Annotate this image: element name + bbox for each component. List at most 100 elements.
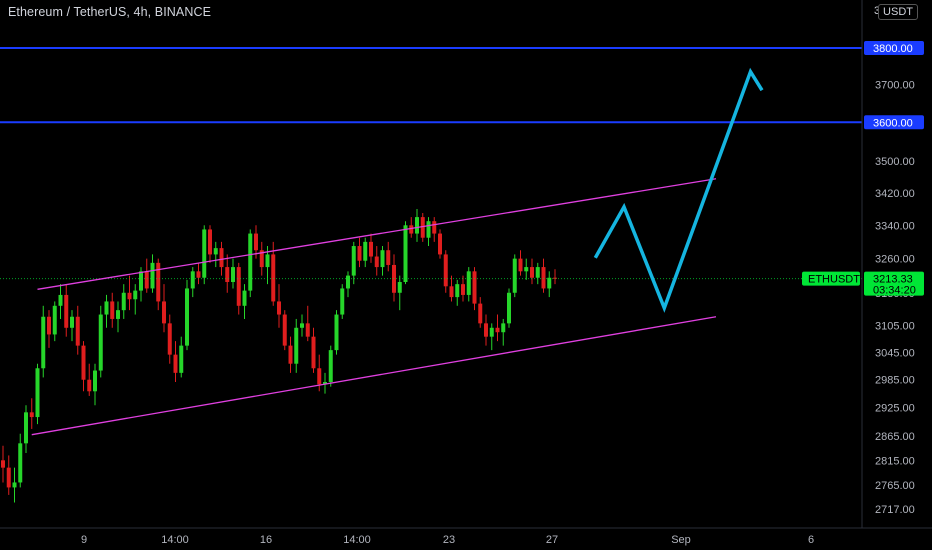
candle-body: [24, 412, 28, 444]
candle-body: [541, 267, 546, 289]
candle-body: [524, 267, 529, 272]
candle-body: [317, 368, 322, 385]
candle-body: [121, 292, 126, 311]
candle-body: [386, 250, 391, 265]
candle-body: [288, 345, 293, 364]
countdown-label: 03:34:20: [873, 285, 916, 297]
symbol-label: ETHUSDT: [808, 274, 860, 286]
candle-body: [162, 301, 166, 324]
candle-body: [507, 292, 511, 324]
candle-body: [213, 248, 218, 255]
candle-body: [202, 229, 207, 278]
time-axis[interactable]: 9 14:00 16 14:00 23 27 Sep 6: [81, 534, 814, 546]
candle-body: [87, 379, 92, 392]
price-tick-label: 2985.00: [875, 375, 915, 387]
candle-body: [294, 327, 299, 364]
candle-body: [133, 290, 138, 300]
channel-upper-line[interactable]: [37, 178, 717, 290]
level-price-label: 3800.00: [873, 43, 913, 55]
candle-body: [305, 323, 310, 337]
candle-body: [472, 271, 477, 304]
candle-body: [432, 221, 437, 234]
candle-body: [41, 316, 46, 369]
axis-top-label: 3: [874, 5, 880, 17]
currency-unit-button[interactable]: USDT: [878, 4, 918, 20]
price-tick-label: 3105.00: [875, 321, 915, 333]
price-tick-label: 3500.00: [875, 156, 915, 168]
candle-body: [150, 262, 155, 289]
candle-body: [265, 254, 270, 268]
candle-body: [374, 256, 379, 268]
price-tick-label: 3700.00: [875, 80, 915, 92]
candle-body: [1, 460, 5, 468]
candle-body: [116, 310, 120, 319]
candle-body: [35, 368, 40, 418]
candle-body: [449, 286, 454, 298]
candle-body: [219, 248, 224, 268]
candle-body: [334, 314, 339, 351]
price-tick-label: 2765.00: [875, 480, 915, 492]
candle-body: [259, 250, 264, 268]
projection-path[interactable]: [593, 67, 764, 313]
price-tick-label: 2925.00: [875, 403, 915, 415]
candle-body: [357, 246, 362, 261]
candle-body: [139, 271, 143, 291]
candle-body: [236, 267, 241, 306]
candle-body: [478, 303, 483, 324]
candle-body: [12, 482, 17, 488]
candle-body: [495, 327, 500, 333]
candle-body: [104, 301, 109, 315]
candle-body: [380, 250, 385, 268]
candle-body: [98, 314, 103, 371]
candle-body: [461, 284, 465, 295]
time-tick-label: 9: [81, 534, 87, 546]
channel-lines[interactable]: [31, 178, 717, 436]
price-tick-label: 3420.00: [875, 188, 915, 200]
candle-body: [409, 225, 414, 234]
candle-body: [242, 290, 247, 306]
candle-body: [70, 316, 74, 328]
time-tick-label: 16: [260, 534, 272, 546]
channel-lower-line[interactable]: [31, 316, 717, 436]
candle-body: [420, 217, 425, 238]
last-price-label: 3213.33: [873, 274, 913, 286]
candle-body: [185, 288, 189, 346]
candle-body: [190, 271, 195, 289]
candle-body: [397, 282, 402, 293]
time-tick-label: Sep: [671, 534, 691, 546]
candle-body: [346, 275, 350, 289]
candle-body: [156, 262, 161, 302]
candle-body: [52, 305, 57, 335]
candle-body: [271, 254, 276, 302]
candle-body: [351, 246, 356, 276]
candle-body: [328, 350, 333, 383]
candle-body: [179, 345, 184, 373]
candle-body: [369, 241, 373, 257]
level-price-badge: [864, 41, 924, 55]
price-tick-label: 2865.00: [875, 431, 915, 443]
candle-body: [225, 267, 230, 283]
candle-body: [6, 467, 11, 488]
time-tick-label: 27: [546, 534, 558, 546]
candle-body: [231, 267, 235, 283]
candle-body: [484, 323, 488, 337]
candle-body: [489, 327, 494, 337]
time-tick-label: 23: [443, 534, 455, 546]
candle-body: [443, 254, 448, 287]
candle-body: [254, 233, 258, 251]
candle-body: [512, 258, 517, 293]
candle-body: [75, 316, 80, 346]
candle-body: [392, 264, 396, 293]
horizontal-levels[interactable]: [0, 47, 862, 124]
candle-body: [535, 267, 540, 278]
chart-title: Ethereum / TetherUS, 4h, BINANCE: [8, 5, 212, 19]
candle-body: [466, 271, 471, 295]
candle-body: [518, 258, 523, 272]
candle-body: [47, 316, 51, 335]
candle-body: [277, 301, 281, 315]
candle-body: [530, 267, 534, 278]
price-axis[interactable]: 2717.00 2765.00 2815.00 2865.00 2925.00 2985.…: [875, 80, 915, 516]
projection-arrow[interactable]: [593, 67, 764, 313]
